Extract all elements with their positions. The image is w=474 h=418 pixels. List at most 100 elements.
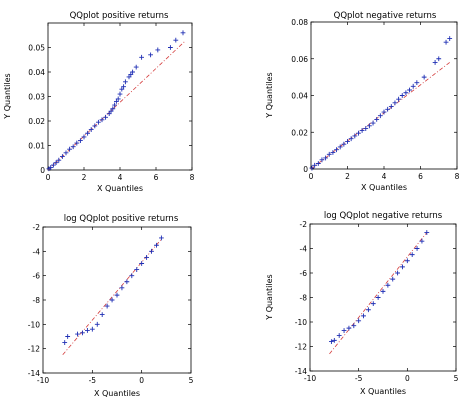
- data-point-marker: [443, 39, 449, 45]
- panel-log-qq-positive: log QQplot positive returns -10 -5 0 5 -…: [28, 214, 194, 398]
- y-tick-label: -8: [33, 296, 41, 305]
- y-tick-label: 0.05: [28, 44, 45, 53]
- x-tick-label: 5: [454, 374, 459, 383]
- data-point-marker: [407, 87, 412, 93]
- y-axis-label: Y Quantiles: [265, 72, 274, 118]
- data-point-marker: [309, 165, 315, 171]
- y-ticks: -14 -12 -10 -8 -6 -4 -2: [28, 223, 40, 378]
- data-point-marker: [341, 141, 347, 147]
- x-axis-label: X Quantiles: [360, 387, 406, 396]
- data-point-marker: [117, 91, 123, 97]
- data-point-marker: [367, 123, 372, 129]
- data-point-marker: [346, 325, 352, 331]
- x-tick-label: 4: [118, 173, 123, 182]
- y-tick-label: -4: [33, 247, 41, 256]
- data-point-marker: [75, 331, 80, 337]
- x-tick-label: 0: [46, 173, 51, 182]
- data-point-marker: [385, 282, 391, 288]
- data-point-marker: [94, 321, 100, 327]
- data-point-marker: [124, 279, 130, 285]
- data-point-marker: [356, 130, 361, 136]
- data-point-marker: [53, 160, 59, 166]
- data-point-marker: [180, 30, 186, 36]
- data-point-marker: [395, 270, 400, 276]
- data-point-marker: [375, 295, 381, 300]
- data-point-marker: [315, 161, 321, 166]
- data-point-marker: [341, 328, 347, 333]
- plot-frame: [42, 226, 192, 374]
- data-point-marker: [144, 255, 149, 260]
- data-point-marker: [128, 72, 134, 77]
- x-tick-label: -5: [355, 374, 363, 383]
- data-point-marker: [48, 165, 54, 170]
- data-point-marker: [377, 113, 383, 119]
- y-tick-label: 0.04: [28, 68, 45, 77]
- data-point-marker: [319, 157, 325, 163]
- data-point-marker: [432, 60, 438, 65]
- x-axis-label: X Quantiles: [97, 184, 143, 193]
- panel-qq-negative: QQplot negative returns 0 2 4 6 8 0 0.02…: [265, 11, 460, 192]
- panel-4-marks: [309, 223, 457, 372]
- data-point-marker: [85, 130, 90, 136]
- data-point-marker: [99, 117, 105, 123]
- data-point-marker: [352, 133, 358, 139]
- data-point-marker: [363, 126, 369, 131]
- panel-log-qq-negative: log QQplot negative returns -10 -5 0 5 -…: [265, 211, 459, 396]
- data-point-marker: [104, 303, 110, 309]
- data-point-marker: [139, 54, 144, 60]
- data-point-marker: [92, 123, 98, 129]
- data-point-marker: [130, 69, 135, 75]
- data-point-marker: [400, 264, 405, 270]
- data-point-marker: [323, 155, 328, 161]
- y-tick-label: 0: [303, 165, 308, 174]
- panel-3-marks: [42, 226, 192, 374]
- data-point-marker: [99, 312, 105, 317]
- data-point-marker: [421, 74, 427, 80]
- data-point-marker: [109, 297, 115, 303]
- data-point-marker: [119, 285, 125, 291]
- data-point-marker: [126, 74, 132, 80]
- y-tick-label: -6: [300, 269, 308, 278]
- data-point-marker: [78, 138, 83, 143]
- data-point-marker: [114, 99, 119, 104]
- y-tick-label: -6: [33, 272, 41, 281]
- data-point-marker: [380, 288, 386, 294]
- y-ticks: 0 0.01 0.02 0.03 0.04 0.05: [28, 44, 45, 176]
- data-point-marker: [168, 45, 173, 50]
- data-point-marker: [133, 64, 139, 70]
- data-point-marker: [108, 108, 114, 114]
- data-point-marker: [390, 276, 396, 282]
- y-tick-label: 0.08: [291, 18, 308, 27]
- data-point-marker: [134, 267, 140, 272]
- x-axis-label: X Quantiles: [361, 183, 407, 192]
- data-point-marker: [404, 258, 410, 264]
- y-tick-label: 0.01: [28, 142, 45, 151]
- y-tick-label: -8: [300, 294, 308, 303]
- data-marks-layer: [42, 21, 458, 374]
- x-axis-label: X Quantiles: [94, 389, 140, 398]
- y-tick-label: -14: [28, 369, 40, 378]
- plot-frame: [310, 21, 458, 170]
- data-point-marker: [336, 333, 342, 338]
- data-point-marker: [63, 150, 69, 156]
- x-tick-label: 8: [190, 173, 195, 182]
- x-tick-label: 6: [154, 173, 159, 182]
- y-tick-label: -14: [295, 367, 307, 376]
- y-tick-label: 0.02: [291, 128, 308, 137]
- data-point-marker: [399, 93, 405, 98]
- x-tick-label: 0: [139, 376, 144, 385]
- y-tick-label: -2: [33, 223, 41, 232]
- data-point-marker: [419, 238, 425, 244]
- y-ticks: -14 -12 -10 -8 -6 -4 -2: [295, 220, 307, 376]
- data-point-marker: [62, 340, 68, 345]
- data-point-marker: [329, 339, 334, 344]
- data-point-marker: [410, 83, 416, 89]
- panel-title: log QQplot positive returns: [64, 214, 179, 224]
- y-tick-label: 0.02: [28, 117, 45, 126]
- data-point-marker: [67, 146, 72, 152]
- y-axis-label: Y Quantiles: [265, 274, 274, 320]
- data-point-marker: [331, 337, 337, 343]
- plot-frame: [309, 223, 457, 372]
- data-point-marker: [70, 144, 76, 150]
- data-point-marker: [123, 79, 128, 85]
